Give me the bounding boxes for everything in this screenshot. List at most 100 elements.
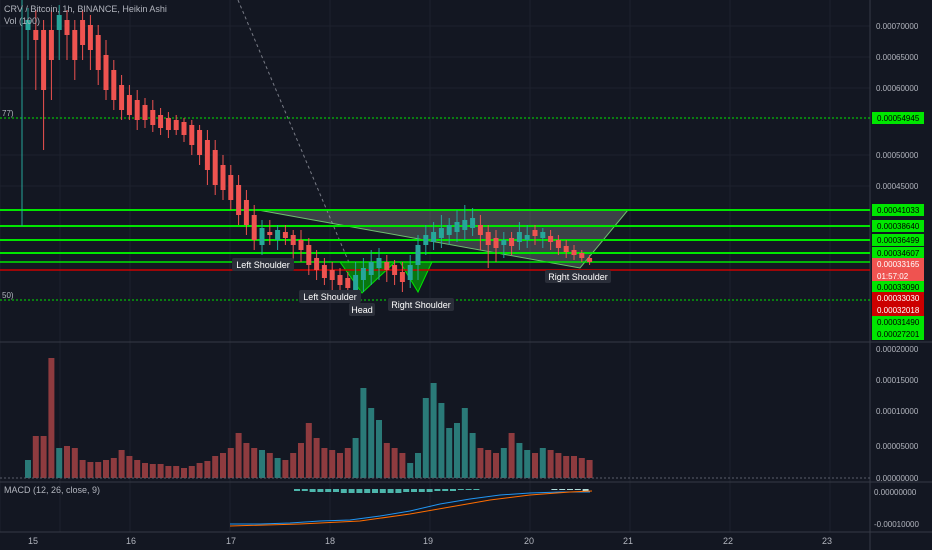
candle[interactable]	[236, 175, 242, 225]
symbol-title[interactable]: CRV / Bitcoin, 1h, BINANCE, Heikin Ashi	[4, 4, 167, 14]
candle[interactable]	[275, 225, 281, 250]
candle[interactable]	[360, 258, 366, 292]
candle[interactable]	[25, 8, 31, 60]
candle[interactable]	[415, 235, 421, 280]
candle[interactable]	[41, 20, 47, 150]
macd-axis[interactable]: 0.00000000 -0.00010000	[874, 488, 919, 529]
candle[interactable]	[555, 235, 561, 255]
annotation-label[interactable]: Right Shoulder	[545, 270, 611, 283]
candle[interactable]	[470, 208, 476, 236]
candle[interactable]	[228, 165, 234, 210]
candle[interactable]	[329, 262, 335, 290]
candle[interactable]	[298, 230, 304, 262]
candle[interactable]	[587, 255, 593, 265]
candle[interactable]	[87, 15, 93, 70]
price-label-tag[interactable]: 0.00033165	[872, 258, 924, 270]
candle[interactable]	[524, 225, 530, 248]
candle[interactable]	[548, 230, 554, 250]
candle[interactable]	[540, 228, 546, 248]
time-axis[interactable]: 15 16 17 18 19 20 21 22 23	[28, 536, 832, 546]
candle[interactable]	[462, 205, 468, 240]
candle[interactable]	[95, 25, 101, 85]
annotations[interactable]: Left Shoulder Left Shoulder Head Right Shou…	[232, 258, 611, 316]
candle[interactable]	[197, 125, 203, 165]
candle[interactable]	[532, 225, 538, 245]
candle[interactable]	[165, 112, 171, 138]
candle[interactable]	[477, 215, 483, 250]
price-label-tag[interactable]: 01:57:02	[872, 270, 924, 282]
candle[interactable]	[80, 10, 86, 60]
candle[interactable]	[384, 255, 390, 282]
candle[interactable]	[220, 155, 226, 200]
candle[interactable]	[158, 108, 164, 135]
candle[interactable]	[563, 240, 569, 258]
price-labels[interactable]: 0.00054945 0.00041033 0.00038640 0.00036499…	[872, 112, 924, 340]
candle[interactable]	[454, 210, 460, 242]
annotation-label[interactable]: Right Shoulder	[388, 298, 454, 311]
candle[interactable]	[392, 260, 398, 285]
candle[interactable]	[493, 230, 499, 262]
candle[interactable]	[56, 5, 62, 60]
price-label-tag[interactable]: 0.00054945	[872, 112, 924, 124]
candlestick-series[interactable]	[25, 5, 593, 300]
candle[interactable]	[103, 40, 109, 100]
candle[interactable]	[438, 215, 444, 248]
candle[interactable]	[485, 225, 491, 268]
annotation-label[interactable]: Head	[349, 303, 375, 316]
price-axis[interactable]: 0.00070000 0.00065000 0.00060000 0.00050000…	[876, 22, 919, 191]
candle[interactable]	[399, 262, 405, 292]
macd-pane[interactable]: MACD (12, 26, close, 9)	[4, 485, 593, 527]
candle[interactable]	[243, 190, 249, 235]
candle[interactable]	[376, 248, 382, 280]
candle[interactable]	[321, 258, 327, 285]
price-label-tag[interactable]: 0.00033090	[872, 281, 924, 293]
candle[interactable]	[407, 255, 413, 288]
volume-series[interactable]	[0, 358, 870, 479]
candle[interactable]	[181, 118, 187, 142]
candle[interactable]	[431, 222, 437, 250]
volume-label[interactable]: Vol (100)	[4, 16, 40, 26]
candle[interactable]	[189, 120, 195, 155]
candle[interactable]	[72, 20, 78, 80]
price-label-tag[interactable]: 0.00041033	[872, 204, 924, 216]
candle[interactable]	[282, 225, 288, 245]
candle[interactable]	[423, 225, 429, 255]
candle[interactable]	[509, 232, 515, 255]
candle[interactable]	[64, 10, 70, 60]
macd-label[interactable]: MACD (12, 26, close, 9)	[4, 485, 100, 495]
candle[interactable]	[290, 230, 296, 260]
candle[interactable]	[48, 10, 54, 100]
volume-axis[interactable]: 0.00020000 0.00015000 0.00010000 0.00005000…	[876, 345, 919, 483]
candle[interactable]	[446, 218, 452, 245]
candle[interactable]	[306, 238, 312, 275]
candle[interactable]	[516, 222, 522, 250]
candle[interactable]	[579, 250, 585, 262]
annotation-label[interactable]: Left Shoulder	[299, 290, 361, 303]
candle[interactable]	[33, 10, 39, 90]
candle[interactable]	[150, 100, 156, 132]
candle[interactable]	[134, 90, 140, 130]
candle[interactable]	[173, 115, 179, 135]
price-label-tag[interactable]: 0.00031490	[872, 316, 924, 328]
price-label-tag[interactable]: 0.00032018	[872, 304, 924, 316]
candle[interactable]	[126, 85, 132, 120]
candle[interactable]	[142, 98, 148, 128]
candle[interactable]	[267, 220, 273, 245]
candle[interactable]	[204, 130, 210, 185]
candle[interactable]	[314, 250, 320, 280]
candle[interactable]	[212, 140, 218, 195]
price-label-tag[interactable]: 0.00034607	[872, 247, 924, 259]
price-label-tag[interactable]: 0.00033030	[872, 292, 924, 304]
candle[interactable]	[251, 205, 257, 250]
price-label-tag[interactable]: 0.00027201	[872, 328, 924, 340]
candle[interactable]	[571, 245, 577, 260]
candle[interactable]	[259, 220, 265, 255]
candle[interactable]	[368, 250, 374, 285]
price-label-tag[interactable]: 0.00038640	[872, 220, 924, 232]
price-label-tag[interactable]: 0.00036499	[872, 234, 924, 246]
candle[interactable]	[501, 232, 507, 258]
annotation-label[interactable]: Left Shoulder	[232, 258, 294, 271]
candle[interactable]	[111, 60, 117, 110]
candle[interactable]	[119, 75, 125, 120]
